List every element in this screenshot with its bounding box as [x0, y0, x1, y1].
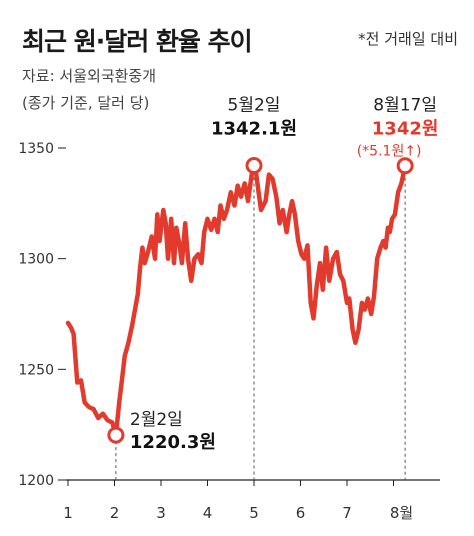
marker-layer [107, 156, 414, 444]
series-layer [65, 163, 408, 438]
annotation-date-last: 8월17일 [373, 96, 437, 116]
chart-footnote: *전 거래일 대비 [358, 30, 458, 48]
unit-line: (종가 기준, 달러 당) [22, 94, 150, 112]
chart-title: 최근 원·달러 환율 추이 [22, 27, 253, 56]
x-tick-label: 6 [296, 504, 306, 522]
source-line: 자료: 서울외국환중개 [22, 67, 157, 85]
chart-axes: 1200 1250 1300 1350 1 2 3 4 5 6 7 8월 [18, 141, 440, 522]
annotation-change-last: (*5.1원↑) [357, 144, 422, 160]
y-tick-label: 1350 [18, 141, 54, 157]
x-tick-label: 4 [203, 504, 213, 522]
annotation-date-may: 5월2일 [228, 95, 281, 115]
point-marker-low [107, 426, 125, 444]
x-tick-label: 7 [342, 504, 352, 522]
x-tick-label: 8월 [390, 504, 413, 522]
y-tick-label: 1250 [18, 362, 54, 378]
x-tick-label: 3 [156, 504, 166, 522]
point-marker-last [396, 157, 414, 175]
annotation-value-last: 1342원 [372, 119, 439, 140]
exchange-rate-line [65, 163, 408, 438]
y-tick-label: 1200 [18, 473, 54, 489]
source-block: 자료: 서울외국환중개 (종가 기준, 달러 당) [22, 63, 156, 117]
x-tick-label: 5 [249, 504, 259, 522]
x-tick-label: 1 [63, 504, 73, 522]
annotation-value-may: 1342.1원 [211, 118, 297, 139]
x-tick-label: 2 [110, 504, 120, 522]
point-marker-may [245, 156, 263, 174]
annotation-date-low: 2월2일 [130, 410, 183, 430]
annotation-value-low: 1220.3원 [130, 432, 216, 453]
y-tick-label: 1300 [18, 252, 54, 268]
